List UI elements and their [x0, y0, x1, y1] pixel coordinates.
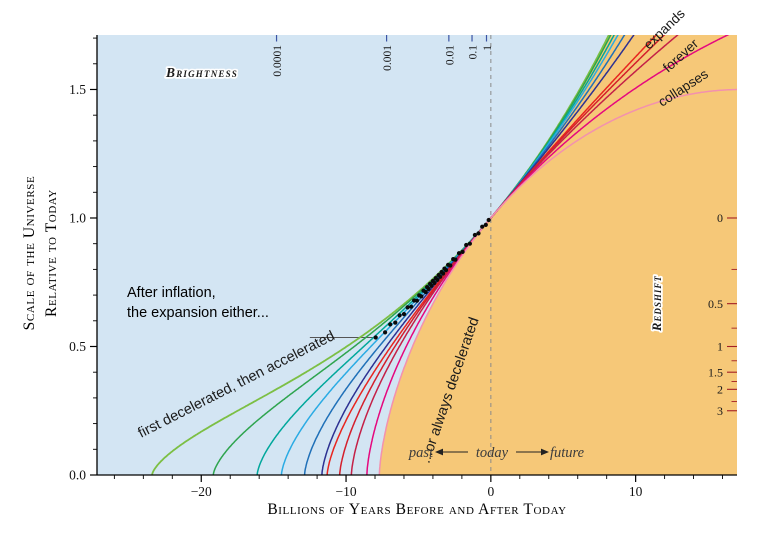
supernova-point [421, 288, 426, 293]
supernova-point [456, 251, 462, 256]
supernova-point [401, 312, 407, 317]
redshift-tick-label: 0.5 [708, 297, 723, 311]
supernova-point [405, 305, 410, 310]
brightness-tick-label: 0.001 [382, 45, 394, 71]
supernova-point [425, 285, 430, 290]
supernova-point [430, 278, 435, 284]
redshift-axis-label: Redshift [650, 275, 664, 332]
x-tick-label: −10 [335, 484, 356, 499]
decelerating-future-region [379, 35, 737, 475]
brightness-tick-label: 1 [482, 45, 494, 51]
today-label: today [476, 445, 509, 461]
future-label: future [550, 445, 585, 461]
x-axis-title: Billions of Years Before and After Today [267, 501, 566, 518]
future-arrow-head [541, 448, 549, 456]
model-curve-10 [378, 88, 737, 475]
supernova-point [433, 276, 438, 281]
y-axis-title-line2: Relative to Today [43, 189, 60, 317]
supernova-point [373, 335, 378, 340]
supernova-point [439, 269, 444, 275]
redshift-tick-label: 3 [717, 404, 723, 418]
y-tick-label: 0.5 [69, 339, 86, 354]
after-inflation-text-line1: After inflation, [127, 285, 216, 301]
supernova-point [472, 232, 477, 238]
region-layer [379, 35, 737, 475]
past-arrow-head [435, 448, 443, 456]
model-curve-9 [366, 35, 730, 475]
brightness-tick-label: 0.1 [468, 45, 480, 60]
brightness-axis-label: Brightness [165, 65, 238, 80]
x-tick-label: 0 [487, 484, 494, 499]
supernova-point [397, 313, 402, 318]
redshift-tick-label: 0 [717, 211, 723, 225]
x-tick-label: 10 [629, 484, 643, 499]
brightness-tick-label: 0.01 [444, 45, 456, 65]
brightness-tick-label: 0.0001 [272, 45, 284, 77]
model-curve-0 [151, 35, 610, 475]
supernova-point [476, 231, 481, 236]
after-inflation-text-line2: the expansion either... [127, 305, 269, 321]
supernova-point [460, 249, 465, 254]
supernova-point [412, 298, 417, 303]
supernova-points-layer [373, 217, 491, 340]
supernova-point [480, 224, 485, 229]
model-curve-8 [350, 35, 679, 475]
supernova-point [383, 330, 388, 335]
x-tick-label: −20 [191, 484, 212, 499]
supernova-point [483, 222, 488, 227]
supernova-point [451, 257, 456, 262]
supernova-point [393, 320, 398, 325]
supernova-point [436, 272, 441, 278]
supernova-point [442, 266, 447, 271]
supernova-point [446, 262, 451, 267]
supernova-point [388, 322, 393, 327]
supernova-point [409, 304, 414, 309]
redshift-tick-label: 1.5 [708, 365, 723, 379]
supernova-point [427, 281, 433, 286]
y-tick-label: 1.0 [69, 210, 86, 225]
y-tick-label: 0.0 [69, 468, 86, 483]
supernova-point [417, 293, 422, 298]
redshift-tick-label: 2 [717, 383, 723, 397]
supernova-point [467, 241, 472, 246]
supernova-point [486, 217, 491, 223]
past-label: past [408, 445, 434, 461]
y-axis-title-line1: Scale of the Universe [21, 176, 38, 331]
y-tick-label: 1.5 [69, 82, 86, 97]
supernova-point [464, 242, 469, 248]
axes-layer: −20 −10 0 100.00.51.01.50.0001 0.001 0.01 0.1 1… [69, 35, 737, 499]
redshift-tick-label: 1 [717, 340, 723, 354]
